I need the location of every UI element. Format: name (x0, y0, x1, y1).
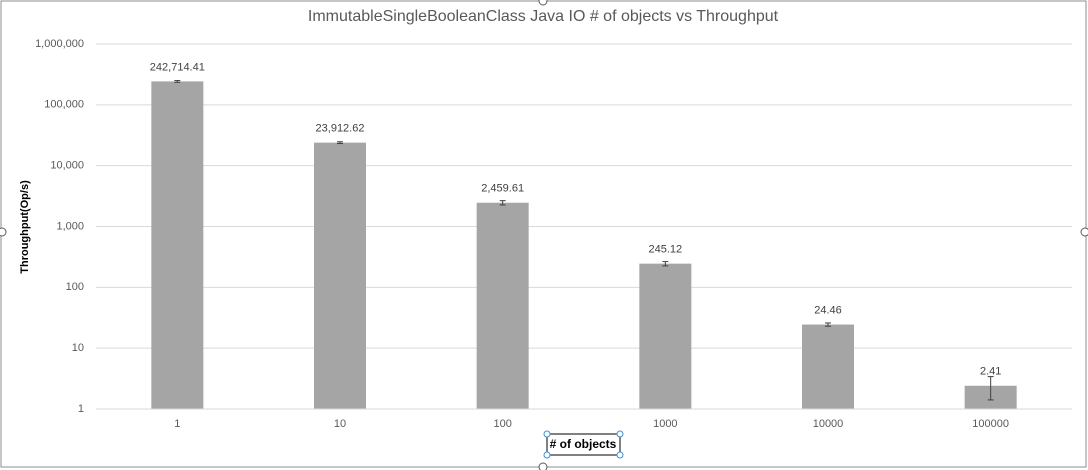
data-label: 242,714.41 (150, 61, 205, 73)
y-axis-label: Throughput(Op/s) (19, 180, 31, 274)
data-label: 24.46 (814, 304, 842, 316)
x-tick-label: 100000 (972, 418, 1009, 430)
bar (476, 202, 529, 409)
data-label: 2.41 (980, 366, 1001, 378)
x-tick-label: 100 (493, 418, 511, 430)
chart-title: ImmutableSingleBooleanClass Java IO # of… (308, 8, 779, 25)
x-label-box[interactable] (546, 433, 621, 456)
data-label: 2,459.61 (481, 183, 524, 195)
x-tick-label: 10000 (813, 418, 844, 430)
bar (802, 324, 854, 409)
selection-handles (543, 430, 624, 459)
data-label: 23,912.62 (316, 123, 365, 135)
x-tick-label: 1 (174, 418, 180, 430)
x-axis-label[interactable]: # of objects (550, 437, 617, 451)
y-tick-label: 100,000 (44, 99, 84, 111)
data-label: 245.12 (649, 244, 683, 256)
y-tick-label: 10 (72, 342, 84, 354)
y-tick-label: 1,000,000 (35, 38, 84, 50)
bar (314, 142, 366, 409)
y-tick-label: 1 (78, 403, 84, 415)
y-tick-label: 1,000 (56, 220, 84, 232)
y-tick-label: 100 (66, 281, 84, 293)
bar (151, 81, 204, 410)
x-tick-label: 10 (334, 418, 346, 430)
bar (639, 263, 692, 409)
x-tick-label: 1000 (653, 418, 677, 430)
y-tick-label: 10,000 (50, 160, 84, 172)
